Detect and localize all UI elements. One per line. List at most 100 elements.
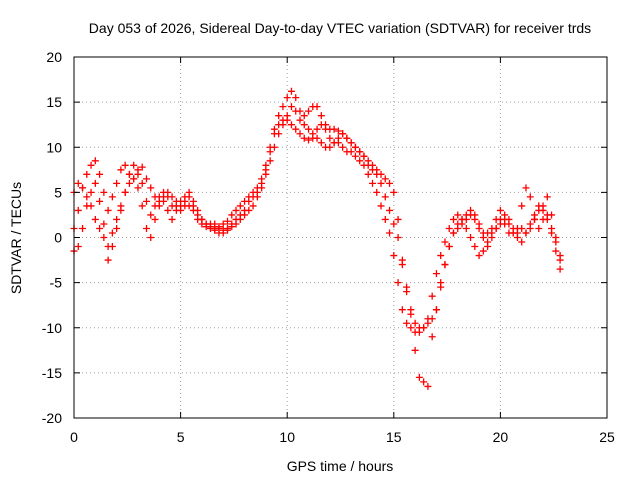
data-point [309, 130, 317, 138]
data-point [386, 229, 394, 237]
data-point [351, 152, 359, 160]
data-point [279, 103, 287, 111]
data-point [343, 134, 351, 142]
data-point [74, 243, 82, 251]
data-point [236, 202, 244, 210]
data-point [522, 184, 530, 192]
data-point [232, 215, 240, 223]
data-point [449, 215, 457, 223]
data-point [172, 206, 180, 214]
data-point [394, 234, 402, 241]
y-tick-label: 20 [46, 49, 62, 65]
data-point [104, 256, 112, 264]
data-point [305, 136, 313, 144]
data-point [249, 202, 257, 210]
data-point [270, 130, 278, 138]
data-point [91, 215, 99, 223]
data-point [96, 197, 104, 205]
data-point [513, 229, 521, 237]
data-point [91, 179, 99, 187]
data-point [142, 224, 150, 232]
data-point [428, 333, 436, 341]
data-point [492, 224, 500, 232]
data-point [108, 193, 116, 201]
data-point [411, 346, 419, 354]
data-point [381, 175, 389, 183]
data-points [70, 87, 564, 390]
data-point [74, 206, 82, 214]
data-point [437, 279, 445, 287]
data-point [432, 306, 440, 314]
data-point [322, 125, 330, 133]
data-point [79, 224, 87, 232]
data-point [526, 220, 534, 228]
data-point [386, 206, 394, 214]
data-point [334, 127, 342, 135]
data-point [292, 107, 300, 115]
data-point [104, 206, 112, 214]
chart-title: Day 053 of 2026, Sidereal Day-to-day VTE… [89, 20, 591, 36]
data-point [326, 134, 334, 142]
x-tick-label: 10 [279, 429, 295, 445]
data-point [334, 134, 342, 142]
data-point [488, 234, 496, 241]
data-point [347, 148, 355, 156]
data-point [313, 134, 321, 142]
data-point [138, 163, 146, 171]
data-point [121, 188, 129, 196]
data-point [377, 179, 385, 187]
data-point [224, 224, 232, 232]
data-point [100, 188, 108, 196]
data-point [518, 238, 526, 246]
data-point [339, 130, 347, 138]
data-point [351, 143, 359, 151]
data-point [471, 243, 479, 251]
data-point [215, 229, 223, 237]
data-point [130, 175, 138, 183]
data-point [134, 166, 142, 174]
data-point [185, 202, 193, 210]
data-point [189, 206, 197, 214]
data-point [283, 94, 291, 102]
data-point [253, 188, 261, 196]
data-point [300, 121, 308, 129]
data-point [164, 188, 172, 196]
data-point [317, 112, 325, 120]
data-point [147, 184, 155, 192]
data-point [368, 179, 376, 187]
data-point [356, 148, 364, 156]
data-point [125, 179, 133, 187]
x-axis-label: GPS time / hours [287, 458, 394, 474]
data-point [292, 125, 300, 133]
data-point [296, 130, 304, 138]
data-point [420, 378, 428, 386]
data-point [198, 220, 206, 228]
data-point [505, 215, 513, 223]
data-point [134, 184, 142, 192]
series-2 [70, 116, 564, 336]
data-point [83, 202, 91, 210]
y-tick-label: -5 [50, 275, 63, 291]
data-point [262, 166, 270, 174]
data-point [445, 224, 453, 232]
data-point [364, 170, 372, 178]
data-point [147, 211, 155, 219]
data-point [245, 197, 253, 205]
data-point [155, 193, 163, 201]
data-point [305, 107, 313, 115]
data-point [377, 202, 385, 210]
data-point [556, 265, 564, 273]
data-point [339, 143, 347, 151]
data-point [467, 234, 475, 241]
data-point [100, 220, 108, 228]
data-point [539, 206, 547, 214]
data-point [313, 125, 321, 133]
data-point [151, 215, 159, 223]
data-point [241, 206, 249, 214]
data-point [403, 319, 411, 327]
data-point [441, 261, 449, 269]
x-tick-label: 25 [599, 429, 615, 445]
y-tick-label: -20 [42, 410, 62, 426]
data-point [543, 193, 551, 201]
